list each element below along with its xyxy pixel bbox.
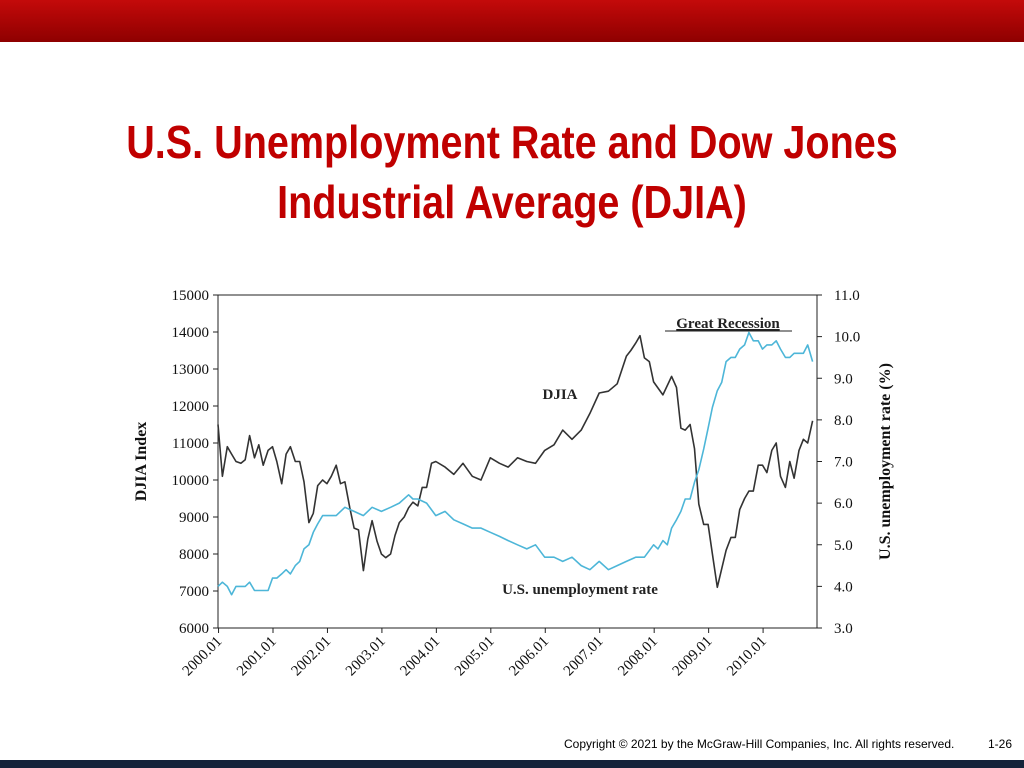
y-left-tick-label: 14000 (172, 325, 210, 341)
y-left-tick-label: 13000 (172, 362, 210, 378)
y-left-tick-label: 6000 (179, 621, 209, 637)
slide-title-line-1: U.S. Unemployment Rate and Dow Jones (126, 116, 898, 168)
y-left-tick-label: 15000 (172, 288, 210, 304)
line-chart: 6000 7000 8000 9000 10000 11000 12000 13000 1400… (133, 288, 894, 680)
x-tick-label: 2003.01 (343, 634, 389, 680)
unemployment-series-line (217, 331, 814, 596)
y-right-tick-label: 9.0 (834, 371, 853, 387)
y-left-tick-label: 9000 (179, 510, 209, 526)
x-tick-label: 2008.01 (615, 634, 661, 680)
y-right-tick-label: 10.0 (834, 330, 860, 346)
x-tick-label: 2006.01 (506, 634, 552, 680)
y-left-tick-label: 8000 (179, 547, 209, 563)
x-tick-label: 2007.01 (561, 634, 607, 680)
plot-frame (217, 294, 818, 629)
y-right-tick-label: 4.0 (834, 579, 853, 595)
unemployment-annotation: U.S. unemployment rate (502, 582, 658, 598)
y-right-tick-label: 6.0 (834, 496, 853, 512)
y-axis-left-label: DJIA Index (133, 422, 150, 502)
y-axis-right-label: U.S. unemployment rate (%) (877, 363, 894, 560)
x-tick-label: 2009.01 (670, 634, 716, 680)
x-tick-label: 2010.01 (724, 634, 770, 680)
y-left-tick-label: 11000 (172, 436, 209, 452)
x-tick-label: 2005.01 (452, 634, 498, 680)
y-right-tick-label: 3.0 (834, 621, 853, 637)
x-tick-label: 2002.01 (288, 634, 334, 680)
y-left-tick-label: 7000 (179, 584, 209, 600)
y-left-tick-label: 10000 (172, 473, 210, 489)
x-tick-label: 2000.01 (180, 634, 226, 680)
y-right-tick-label: 11.0 (834, 288, 860, 304)
djia-series-line (217, 334, 814, 589)
x-tick-label: 2004.01 (397, 634, 443, 680)
djia-annotation: DJIA (542, 387, 577, 403)
y-right-tick-label: 7.0 (834, 455, 853, 471)
y-right-tick-label: 8.0 (834, 413, 853, 429)
header-bar (0, 0, 1024, 42)
copyright-notice: Copyright © 2021 by the McGraw-Hill Comp… (564, 737, 955, 751)
y-left-tick-label: 12000 (172, 399, 210, 415)
slide-title: U.S. Unemployment Rate and Dow Jones Ind… (123, 112, 900, 232)
y-right-tick-label: 5.0 (834, 538, 853, 554)
page-number: 1-26 (988, 737, 1013, 751)
x-tick-label: 2001.01 (234, 634, 280, 680)
footer-bar (0, 760, 1024, 768)
slide-title-line-2: Industrial Average (DJIA) (277, 176, 747, 228)
great-recession-annotation: Great Recession (676, 316, 780, 332)
